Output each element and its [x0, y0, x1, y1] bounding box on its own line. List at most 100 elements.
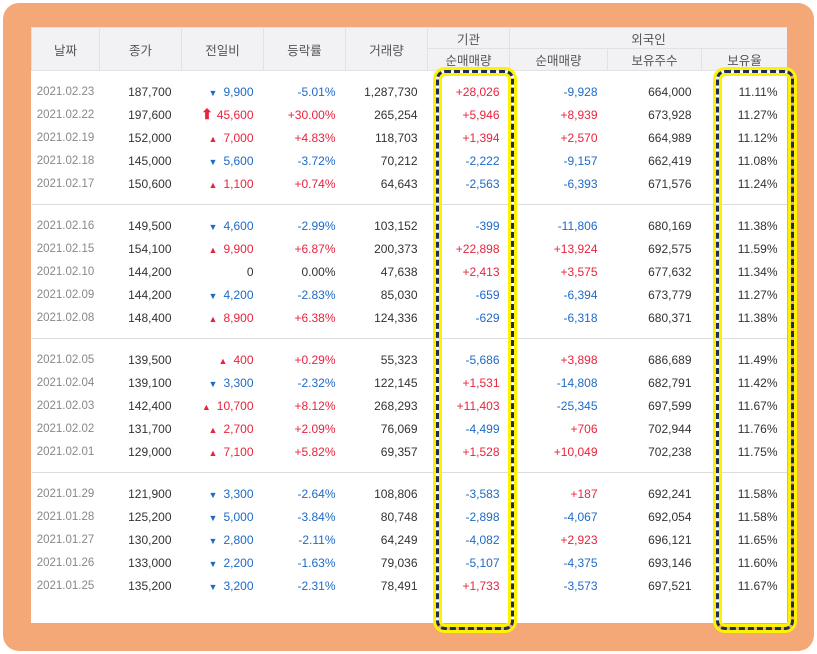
- cell-foreign-ratio: 11.49%: [737, 352, 778, 367]
- cell-inst-net: -4,082: [465, 532, 500, 547]
- cell-close: 133,000: [128, 555, 172, 570]
- cell-close: 197,600: [128, 107, 172, 122]
- cell-close: 152,000: [128, 130, 172, 145]
- change-value: 3,300: [223, 486, 254, 501]
- up-triangle-icon: ▲: [208, 313, 218, 324]
- spacer-cell: [32, 473, 788, 483]
- cell-inst-net: -2,222: [465, 153, 500, 168]
- cell-foreign-hold: 692,054: [648, 509, 692, 524]
- cell-foreign-ratio: 11.65%: [737, 532, 778, 547]
- highlight-institution-net: [436, 70, 514, 630]
- cell-foreign-hold: 692,241: [648, 486, 692, 501]
- cell-foreign-hold: 702,238: [648, 444, 692, 459]
- cell-close: 130,200: [128, 532, 172, 547]
- cell-volume: 80,748: [380, 509, 418, 524]
- cell-rate: +4.83%: [294, 130, 336, 145]
- cell-rate: -2.31%: [297, 578, 336, 593]
- change-value: 8,900: [223, 310, 254, 325]
- cell-foreign-ratio: 11.38%: [737, 310, 778, 325]
- cell-date: 2021.01.29: [36, 487, 95, 500]
- cell-rate: +2.09%: [294, 421, 336, 436]
- change-value: 9,900: [223, 241, 254, 256]
- cell-inst-net: +2,413: [462, 264, 500, 279]
- cell-foreign-ratio: 11.27%: [737, 287, 778, 302]
- cell-rate: -2.83%: [297, 287, 336, 302]
- header-change: 전일비: [181, 27, 264, 71]
- down-triangle-icon: ▼: [208, 87, 218, 98]
- change-value: 4,200: [223, 287, 254, 302]
- cell-date: 2021.02.19: [36, 131, 95, 144]
- cell-rate: +0.29%: [294, 352, 336, 367]
- cell-volume: 79,036: [380, 555, 418, 570]
- cell-foreign-hold: 664,000: [648, 84, 692, 99]
- down-triangle-icon: ▼: [208, 512, 218, 523]
- cell-foreign-hold: 677,632: [648, 264, 692, 279]
- cell-rate: -3.72%: [297, 153, 336, 168]
- spacer-cell: [32, 329, 788, 338]
- cell-foreign-ratio: 11.75%: [737, 444, 778, 459]
- cell-volume: 69,357: [380, 444, 418, 459]
- highlight-foreign-ratio: [716, 70, 794, 630]
- cell-rate: +6.87%: [294, 241, 336, 256]
- cell-volume: 122,145: [374, 375, 418, 390]
- table-row: 2021.02.17 150,600 ▲ 1,100 +0.74% 64,643 -2,56…: [32, 172, 788, 195]
- cell-inst-net: -2,898: [465, 509, 500, 524]
- change-value: 4,600: [223, 218, 254, 233]
- up-triangle-icon: ▲: [208, 424, 218, 435]
- group-spacer: [32, 329, 788, 338]
- cell-foreign-hold: 692,575: [648, 241, 692, 256]
- cell-close: 139,500: [128, 352, 172, 367]
- cell-rate: -2.99%: [297, 218, 336, 233]
- cell-change: ▼ 3,200: [182, 574, 264, 597]
- cell-change: ▼ 9,900: [182, 80, 264, 103]
- cell-inst-net: -5,686: [465, 352, 500, 367]
- cell-change: ▲ 400: [182, 348, 264, 371]
- cell-close: 129,000: [128, 444, 172, 459]
- down-triangle-icon: ▼: [208, 558, 218, 569]
- cell-foreign-hold: 697,521: [648, 578, 692, 593]
- cell-foreign-net: -9,157: [563, 153, 598, 168]
- up-triangle-icon: ▲: [218, 355, 228, 366]
- cell-change: ▲ 10,700: [182, 394, 264, 417]
- cell-change: ▼ 4,200: [182, 283, 264, 306]
- change-value: 0: [246, 264, 254, 279]
- header-foreign-ratio: 보유율: [700, 48, 787, 71]
- cell-foreign-hold: 702,944: [648, 421, 692, 436]
- cell-change: ▲ 1,100: [182, 172, 264, 195]
- cell-foreign-net: -4,067: [563, 509, 598, 524]
- group-spacer: [32, 339, 788, 349]
- cell-date: 2021.01.26: [36, 556, 95, 569]
- cell-foreign-ratio: 11.12%: [737, 130, 778, 145]
- table-row: 2021.01.27 130,200 ▼ 2,800 -2.11% 64,249 -4,08…: [32, 528, 788, 551]
- cell-foreign-ratio: 11.11%: [738, 84, 778, 99]
- table-row: 2021.02.19 152,000 ▲ 7,000 +4.83% 118,703 +1,3…: [32, 126, 788, 149]
- up-triangle-icon: ▲: [201, 401, 211, 412]
- cell-date: 2021.01.28: [36, 510, 95, 523]
- down-triangle-icon: ▼: [208, 156, 218, 167]
- change-value: 1,100: [223, 176, 254, 191]
- cell-foreign-ratio: 11.34%: [737, 264, 778, 279]
- cell-volume: 76,069: [380, 421, 418, 436]
- cell-date: 2021.02.15: [36, 242, 95, 255]
- cell-foreign-net: -14,808: [556, 375, 598, 390]
- group-divider: [31, 472, 787, 473]
- group-spacer: [32, 473, 788, 483]
- cell-change: ▼ 5,000: [182, 505, 264, 528]
- cell-inst-net: +5,946: [462, 107, 500, 122]
- cell-rate: -2.11%: [298, 532, 336, 547]
- cell-volume: 64,643: [380, 176, 418, 191]
- cell-rate: -2.64%: [297, 486, 336, 501]
- group-spacer: [32, 463, 788, 472]
- change-value: 2,700: [223, 421, 254, 436]
- group-spacer: [32, 195, 788, 204]
- cell-foreign-net: +10,049: [553, 444, 598, 459]
- cell-volume: 103,152: [374, 218, 418, 233]
- cell-close: 150,600: [128, 176, 172, 191]
- group-spacer: [32, 71, 788, 81]
- cell-change: 0: [182, 260, 264, 283]
- header-date: 날짜: [31, 27, 100, 71]
- cell-date: 2021.02.01: [36, 445, 95, 458]
- cell-foreign-hold: 673,928: [648, 107, 692, 122]
- cell-volume: 64,249: [380, 532, 418, 547]
- cell-foreign-net: -4,375: [563, 555, 598, 570]
